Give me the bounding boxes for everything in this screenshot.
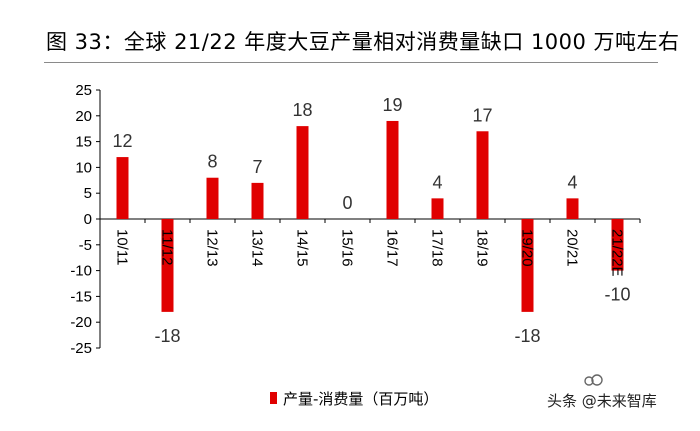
- data-label: 7: [252, 157, 262, 177]
- bar: [611, 219, 624, 271]
- x-tick-label: 19/20: [519, 229, 536, 267]
- y-tick-label: -25: [70, 340, 92, 357]
- y-tick-label: -20: [70, 314, 92, 331]
- legend-label: 产量-消费量（百万吨）: [283, 390, 438, 408]
- bar: [251, 182, 264, 219]
- y-tick-label: 10: [75, 159, 92, 176]
- watermark-logo-icon: [584, 374, 603, 386]
- data-label: 12: [112, 131, 132, 151]
- bar: [161, 219, 174, 312]
- data-label: -18: [514, 326, 540, 346]
- y-tick-label: 20: [75, 108, 92, 125]
- data-label: 4: [432, 172, 442, 192]
- bar: [386, 120, 399, 219]
- title-divider: [44, 62, 658, 63]
- y-tick-label: -5: [79, 237, 92, 254]
- bar: [296, 126, 309, 219]
- x-tick-label: 21/22E: [609, 229, 626, 277]
- x-tick-label: 10/11: [114, 229, 131, 265]
- bar: [521, 219, 534, 312]
- bar: [116, 157, 129, 219]
- data-label: -10: [604, 285, 630, 305]
- data-label: 17: [472, 105, 492, 125]
- y-tick-label: 0: [84, 211, 92, 228]
- x-tick-label: 18/19: [474, 229, 491, 267]
- data-label: 0: [342, 193, 352, 213]
- x-tick-label: 15/16: [339, 229, 356, 267]
- bar: [431, 198, 444, 219]
- chart-title: 图 33：全球 21/22 年度大豆产量相对消费量缺口 1000 万吨左右: [46, 30, 680, 54]
- y-tick-label: 15: [75, 134, 92, 151]
- x-tick-label: 11/12: [159, 229, 176, 265]
- data-label: 18: [292, 100, 312, 120]
- x-tick-label: 20/21: [564, 229, 581, 267]
- x-tick-label: 17/18: [429, 229, 446, 267]
- data-label: -18: [154, 326, 180, 346]
- watermark-text: 头条 @未来智库: [547, 392, 657, 410]
- y-tick-label: -15: [70, 288, 92, 305]
- x-tick-label: 13/14: [249, 229, 266, 267]
- y-tick-label: 5: [84, 185, 92, 202]
- bar: [206, 177, 219, 219]
- x-tick-label: 14/15: [294, 229, 311, 267]
- bar: [476, 131, 489, 219]
- data-label: 19: [382, 95, 402, 115]
- x-tick-label: 16/17: [384, 229, 401, 267]
- x-tick-label: 12/13: [204, 229, 221, 267]
- y-tick-label: 25: [75, 82, 92, 99]
- data-label: 4: [567, 172, 577, 192]
- legend-swatch: [270, 392, 277, 404]
- y-tick-label: -10: [70, 263, 92, 280]
- data-label: 8: [207, 152, 217, 172]
- bar: [566, 198, 579, 219]
